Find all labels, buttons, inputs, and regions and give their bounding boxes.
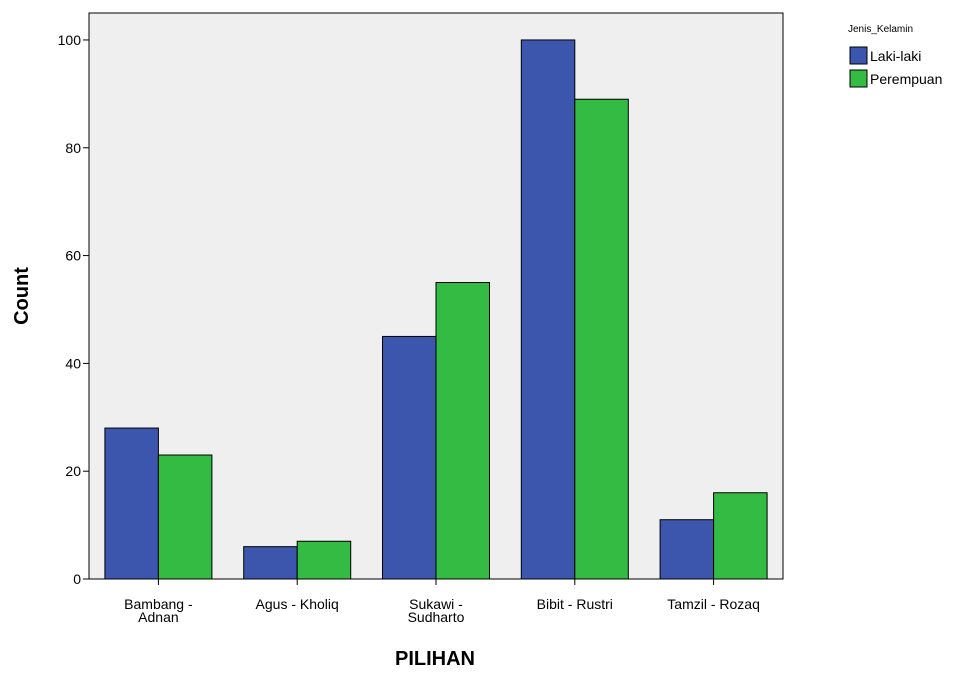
legend-items: Laki-laki Perempuan [849, 46, 942, 88]
bars-group [104, 39, 768, 580]
bar-laki-laki-1 [243, 546, 298, 580]
legend: Jenis_Kelamin Laki-laki Perempuan [848, 24, 942, 88]
bar-perempuan-4 [713, 492, 768, 580]
legend-title: Jenis_Kelamin [848, 24, 913, 35]
x-tick-label: Tamzil - Rozaq [667, 596, 760, 612]
x-tick-label: Agus - Kholiq [256, 596, 339, 612]
y-tick-label: 80 [65, 140, 81, 156]
y-axis-ticks: 0 20 40 60 80 100 [58, 32, 89, 587]
bar-perempuan-0 [157, 454, 213, 580]
y-tick-label: 40 [65, 355, 81, 371]
bar-perempuan-2 [435, 282, 490, 580]
bar-laki-laki-0 [104, 427, 159, 580]
y-axis-title: Count [11, 267, 33, 325]
x-axis-ticks: Bambang -Adnan Agus - Kholiq Sukawi -Sudha… [124, 579, 760, 625]
bar-perempuan-3 [574, 98, 629, 580]
bar-perempuan-1 [296, 540, 352, 580]
legend-swatch-perempuan [849, 69, 868, 88]
bar-laki-laki-3 [520, 39, 576, 580]
legend-swatch-laki-laki [849, 46, 868, 65]
y-tick-label: 100 [58, 32, 82, 48]
y-tick-label: 0 [73, 571, 81, 587]
bar-laki-laki-2 [382, 335, 437, 580]
legend-label-perempuan: Perempuan [870, 71, 942, 87]
x-tick-label: Sukawi - [409, 596, 463, 612]
x-tick-label: Adnan [138, 609, 178, 625]
x-tick-label: Bambang - [124, 596, 193, 612]
bar-laki-laki-4 [659, 519, 715, 580]
y-tick-label: 60 [65, 248, 81, 264]
y-tick-label: 20 [65, 463, 81, 479]
x-tick-label: Sudharto [408, 609, 465, 625]
legend-label-laki-laki: Laki-laki [870, 48, 921, 64]
x-tick-label: Bibit - Rustri [537, 596, 613, 612]
x-axis-title: PILIHAN [395, 648, 475, 670]
